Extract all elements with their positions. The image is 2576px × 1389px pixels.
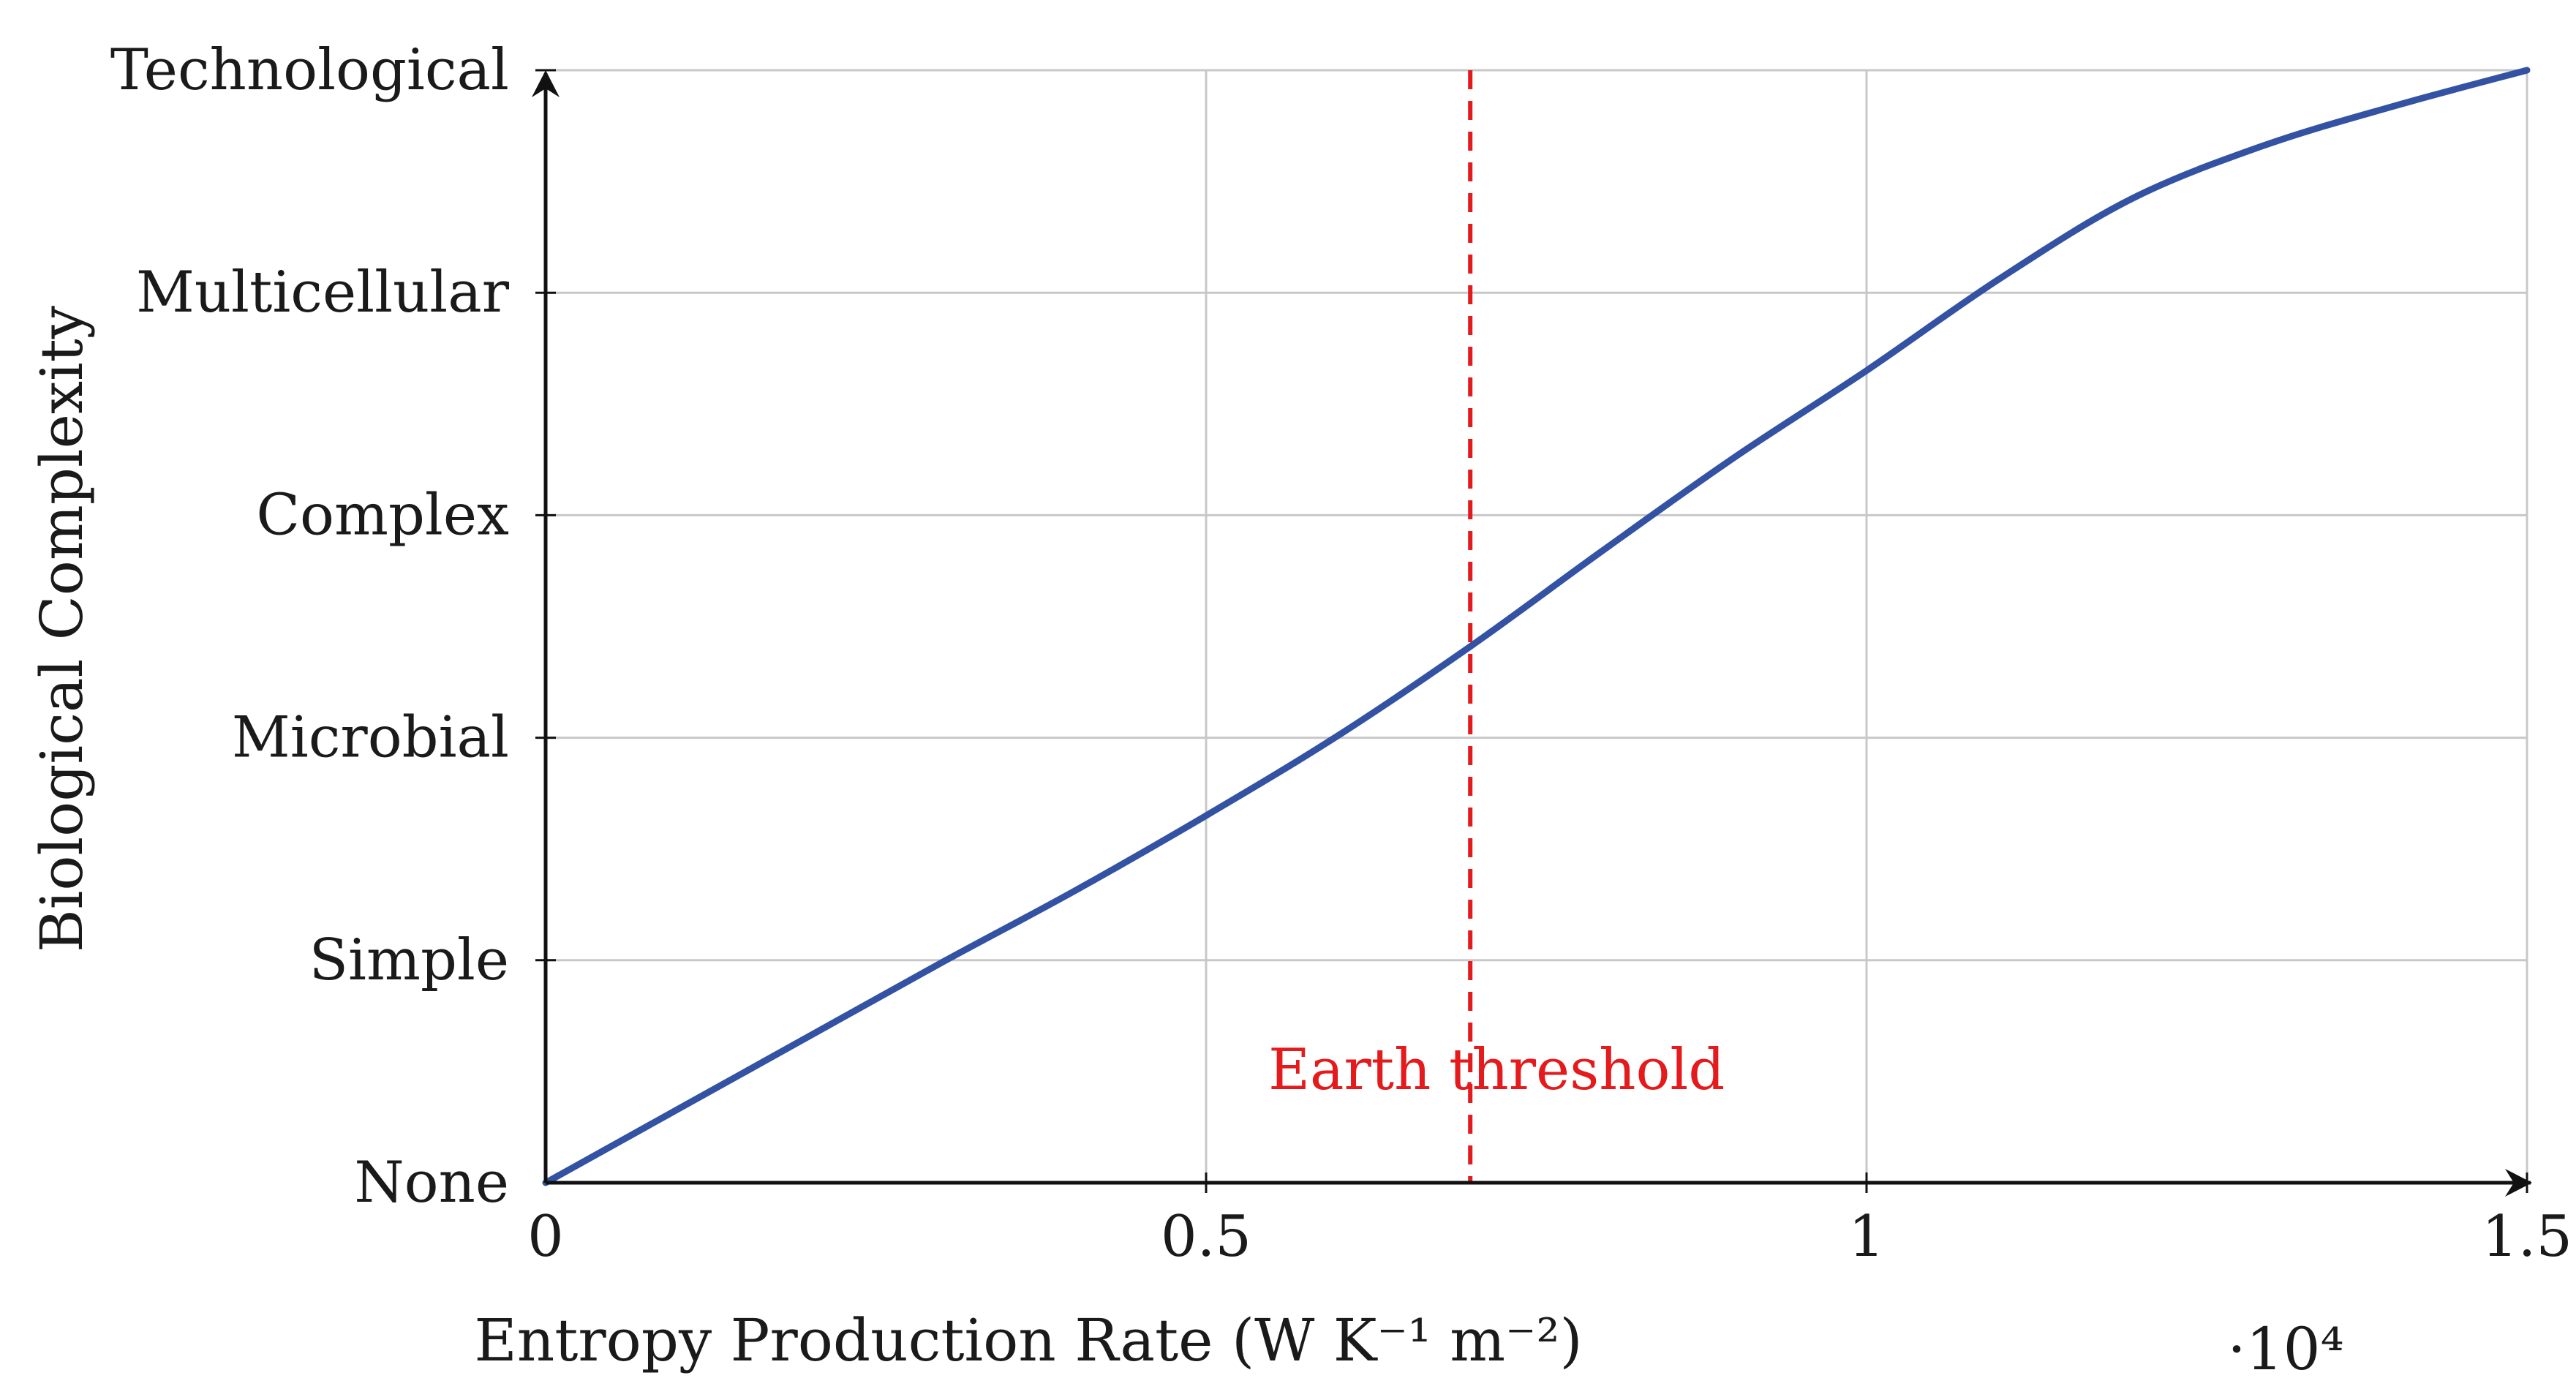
grid (546, 69, 2528, 1183)
y-tick-label: Technological (110, 37, 509, 103)
y-axis-arrow-icon (532, 70, 560, 97)
series-layer (542, 67, 2531, 1186)
x-axis-multiplier: ·10⁴ (2227, 1315, 2343, 1383)
x-tick-label: 0.5 (1161, 1204, 1251, 1270)
tick-labels: 0 0.5 1 1.5 None Simple Microbial Complex Multic… (110, 37, 2572, 1270)
y-axis-title: Biological Complexity (28, 306, 96, 952)
x-tick-label: 1.5 (2482, 1204, 2572, 1270)
y-tick-label: Microbial (232, 705, 509, 771)
x-axis-title: Entropy Production Rate (W K⁻¹ m⁻²) (474, 1306, 1582, 1374)
x-tick-label: 1 (1848, 1204, 1885, 1270)
series-line (542, 67, 2531, 1186)
y-tick-label: None (354, 1150, 509, 1216)
y-tick-label: Simple (309, 927, 509, 993)
x-tick-label: 0 (527, 1204, 564, 1270)
axes (532, 70, 2532, 1197)
x-axis-arrow-icon (2505, 1169, 2532, 1197)
y-tick-label: Multicellular (136, 260, 510, 325)
annotations: Earth threshold (1268, 70, 1725, 1183)
earth-threshold-label: Earth threshold (1268, 1037, 1725, 1103)
y-tick-label: Complex (256, 482, 509, 548)
